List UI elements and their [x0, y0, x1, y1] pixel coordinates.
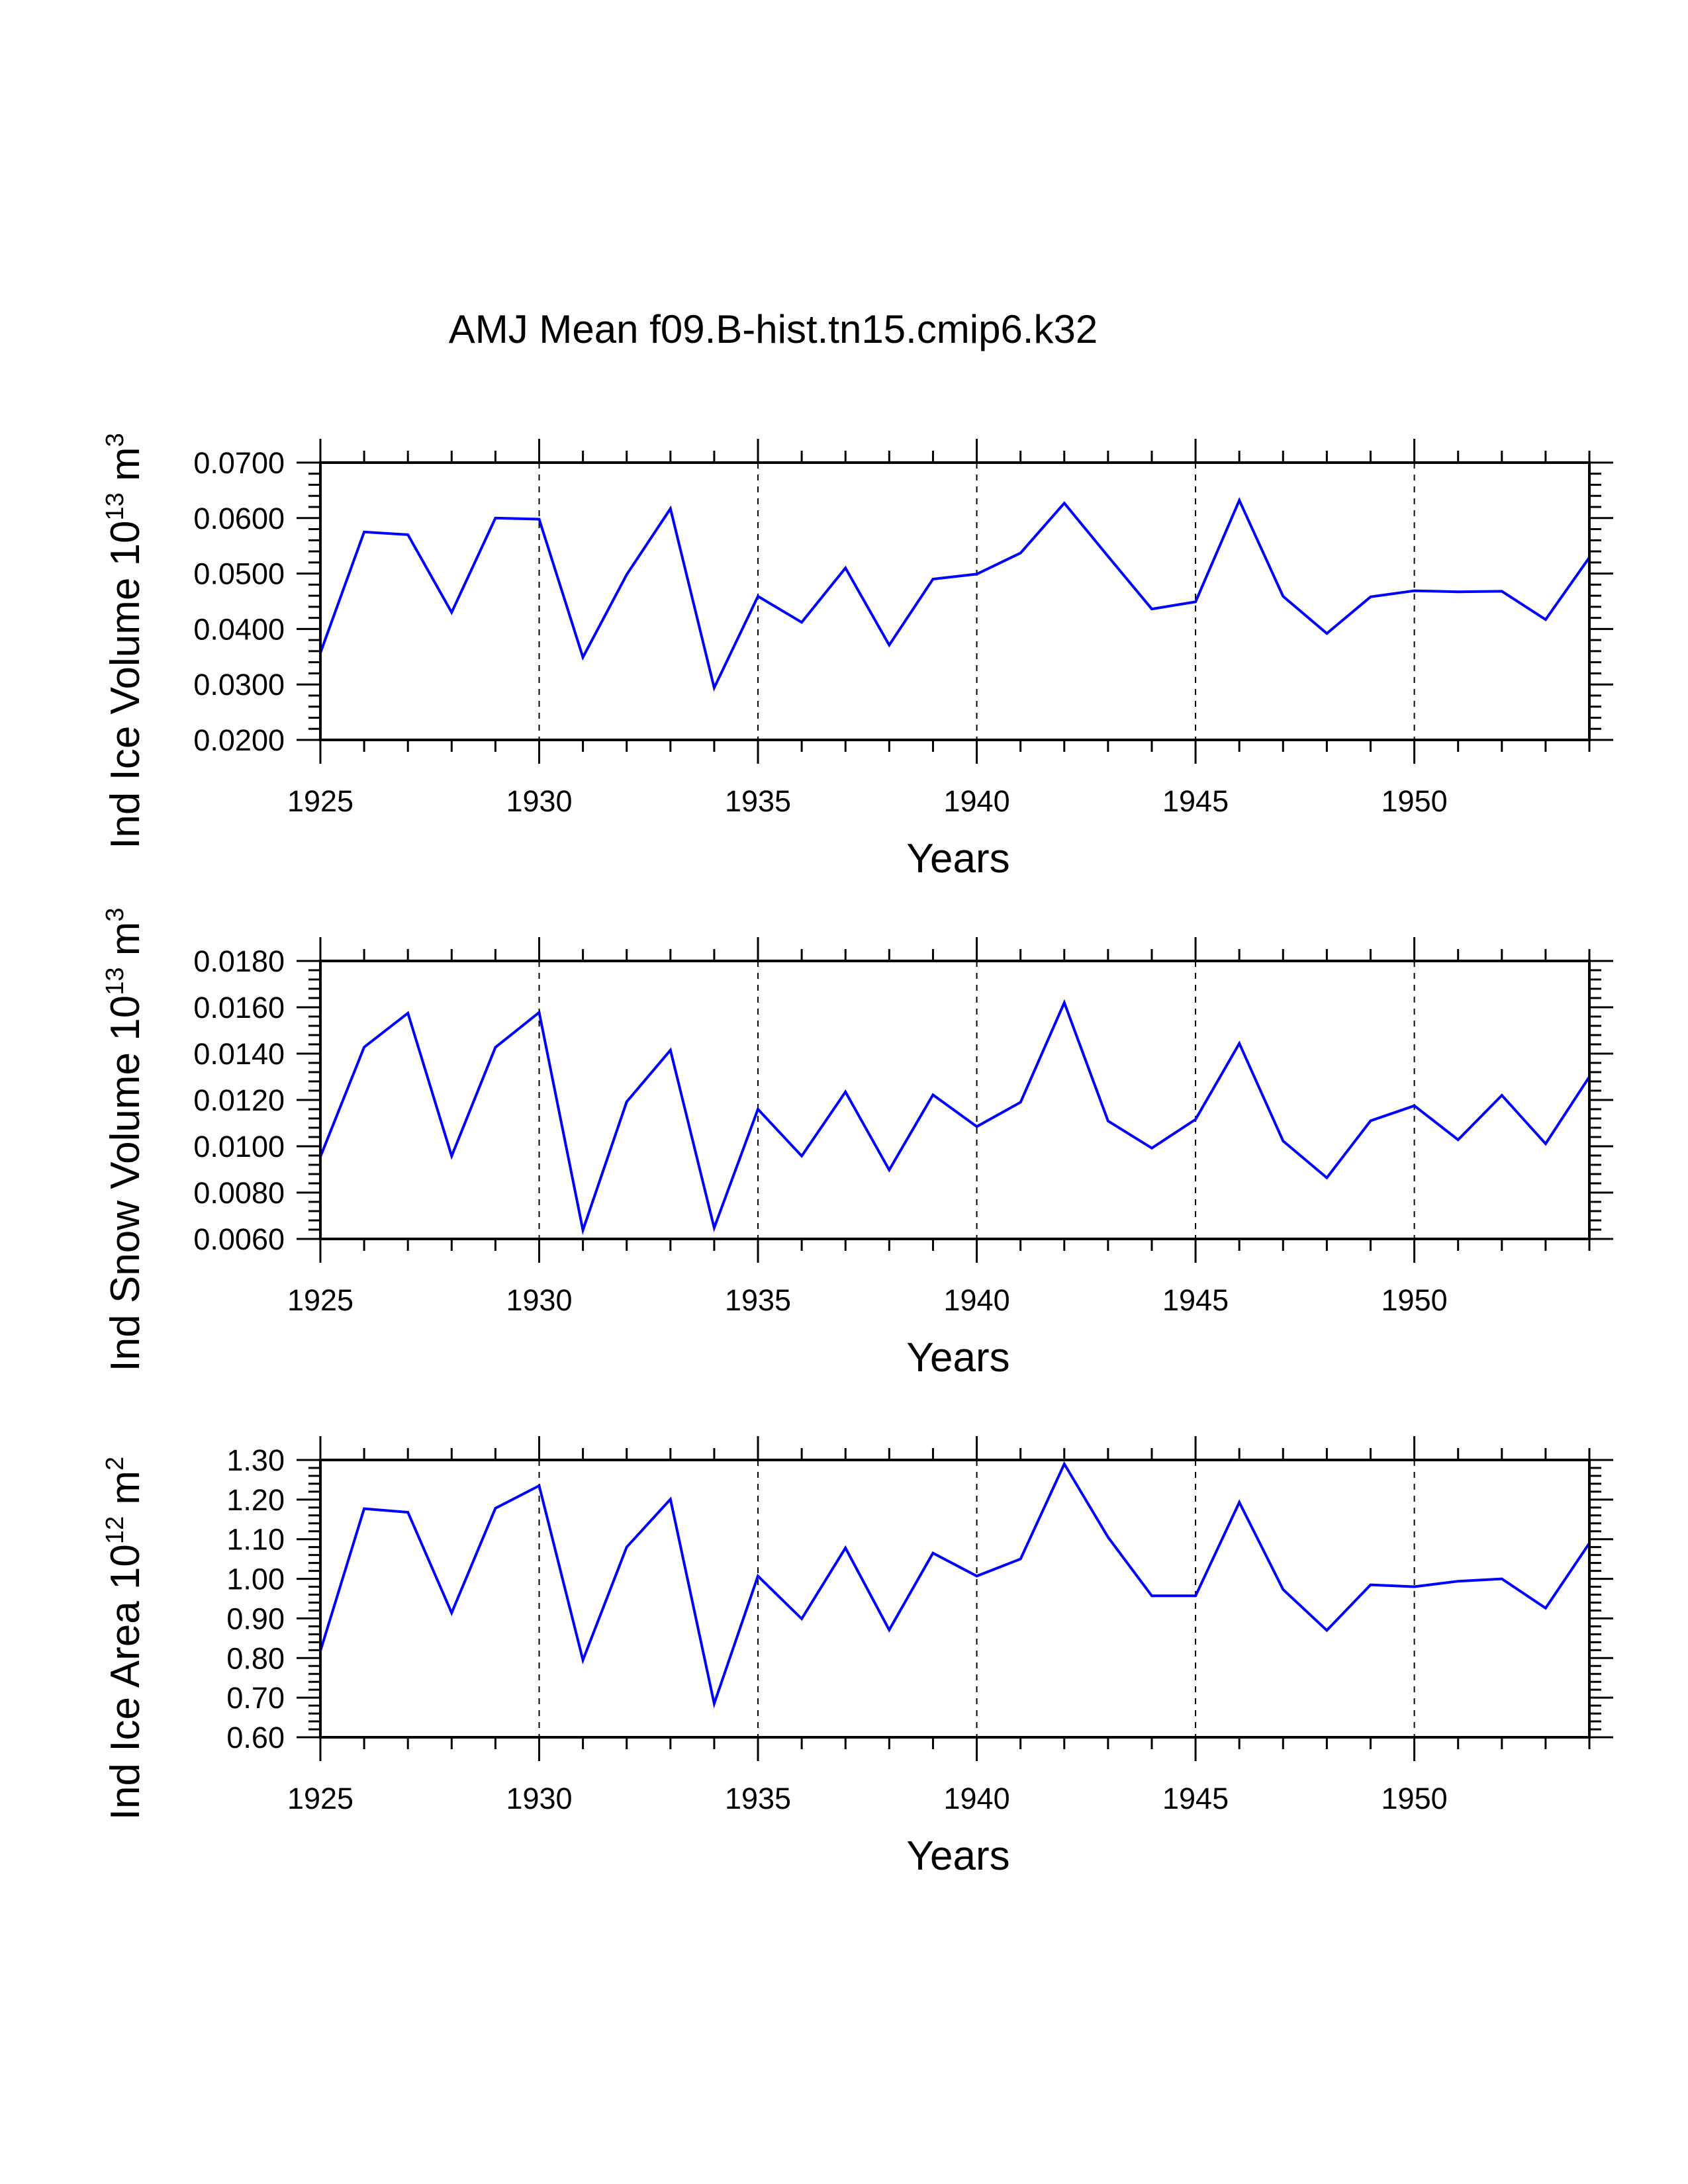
ice-volume-frame	[319, 461, 1591, 741]
snow-volume-ytick-label: 0.0180	[193, 944, 285, 978]
ice-area-ytick-label: 0.60	[226, 1721, 285, 1754]
ice-volume-xtick-label: 1930	[506, 784, 572, 818]
ice-volume-xtick-label: 1935	[725, 784, 791, 818]
ice-area-xtick-label: 1930	[506, 1782, 572, 1815]
snow-volume-ytick-label: 0.0160	[193, 991, 285, 1024]
ice-area-xtick-label: 1940	[943, 1782, 1009, 1815]
ice-area-series-line	[319, 1461, 1591, 1709]
ice-area-ylabel: Ind Ice Area 1012 m2	[101, 1457, 148, 1820]
ice-volume-ytick-label: 0.0700	[193, 446, 285, 480]
ice-volume-ylabel: Ind Ice Volume 1013 m3	[101, 433, 148, 849]
ice-volume-ytick-label: 0.0400	[193, 612, 285, 646]
ice-volume-xtick-label: 1945	[1162, 784, 1229, 818]
snow-volume-xtick-label: 1940	[943, 1283, 1009, 1317]
ice-volume-xtick-label: 1925	[287, 784, 353, 818]
ice-area-xtick-label: 1935	[725, 1782, 791, 1815]
snow-volume-xtick-label: 1945	[1162, 1283, 1229, 1317]
ice-area-ytick-label: 0.80	[226, 1641, 285, 1675]
ice-area-xtick-label: 1950	[1382, 1782, 1448, 1815]
snow-volume-xtick-label: 1930	[506, 1283, 572, 1317]
ice-area-xtick-label: 1945	[1162, 1782, 1229, 1815]
ice-volume-xtick-label: 1940	[943, 784, 1009, 818]
snow-volume-series-line	[319, 999, 1591, 1236]
snow-volume-xtick-label: 1925	[287, 1283, 353, 1317]
panel-ice-volume: 1925 1930 1935 1940 1945 1950 0.0200 0.0300 0.04…	[101, 433, 1613, 882]
ice-volume-xtick-label: 1950	[1382, 784, 1448, 818]
ice-area-ytick-label: 1.30	[226, 1443, 285, 1477]
ice-volume-series-line	[319, 497, 1591, 692]
snow-volume-ytick-label: 0.0120	[193, 1083, 285, 1117]
snow-volume-ytick-label: 0.0080	[193, 1176, 285, 1210]
snow-volume-ytick-label: 0.0060	[193, 1222, 285, 1256]
snow-volume-xtick-label: 1950	[1382, 1283, 1448, 1317]
snow-volume-ylabel: Ind Snow Volume 1013 m3	[101, 907, 148, 1371]
ice-volume-ytick-label: 0.0500	[193, 557, 285, 591]
ice-area-frame	[319, 1459, 1591, 1739]
ice-area-xlabel: Years	[906, 1833, 1009, 1879]
ice-area-ytick-label: 1.00	[226, 1563, 285, 1596]
ice-area-ytick-label: 0.70	[226, 1681, 285, 1715]
panel-ice-area: 1925 1930 1935 1940 1945 1950 0.60 0.70 0.80 0.90…	[101, 1436, 1613, 1879]
chart-title: AMJ Mean f09.B-hist.tn15.cmip6.k32	[449, 307, 1098, 351]
panel-snow-volume: 1925 1930 1935 1940 1945 1950 0.0060 0.0080 0.01…	[101, 907, 1613, 1381]
ice-volume-ytick-label: 0.0200	[193, 723, 285, 757]
snow-volume-ytick-label: 0.0100	[193, 1130, 285, 1163]
ice-volume-ytick-label: 0.0600	[193, 502, 285, 535]
ice-volume-xlabel: Years	[906, 836, 1009, 882]
snow-volume-ytick-label: 0.0140	[193, 1037, 285, 1071]
snow-volume-xlabel: Years	[906, 1335, 1009, 1381]
snow-volume-xtick-label: 1935	[725, 1283, 791, 1317]
ice-area-ytick-label: 1.20	[226, 1483, 285, 1517]
ice-area-ytick-label: 1.10	[226, 1523, 285, 1557]
ice-volume-ytick-label: 0.0300	[193, 668, 285, 702]
ice-area-ytick-label: 0.90	[226, 1602, 285, 1635]
ice-area-xtick-label: 1925	[287, 1782, 353, 1815]
